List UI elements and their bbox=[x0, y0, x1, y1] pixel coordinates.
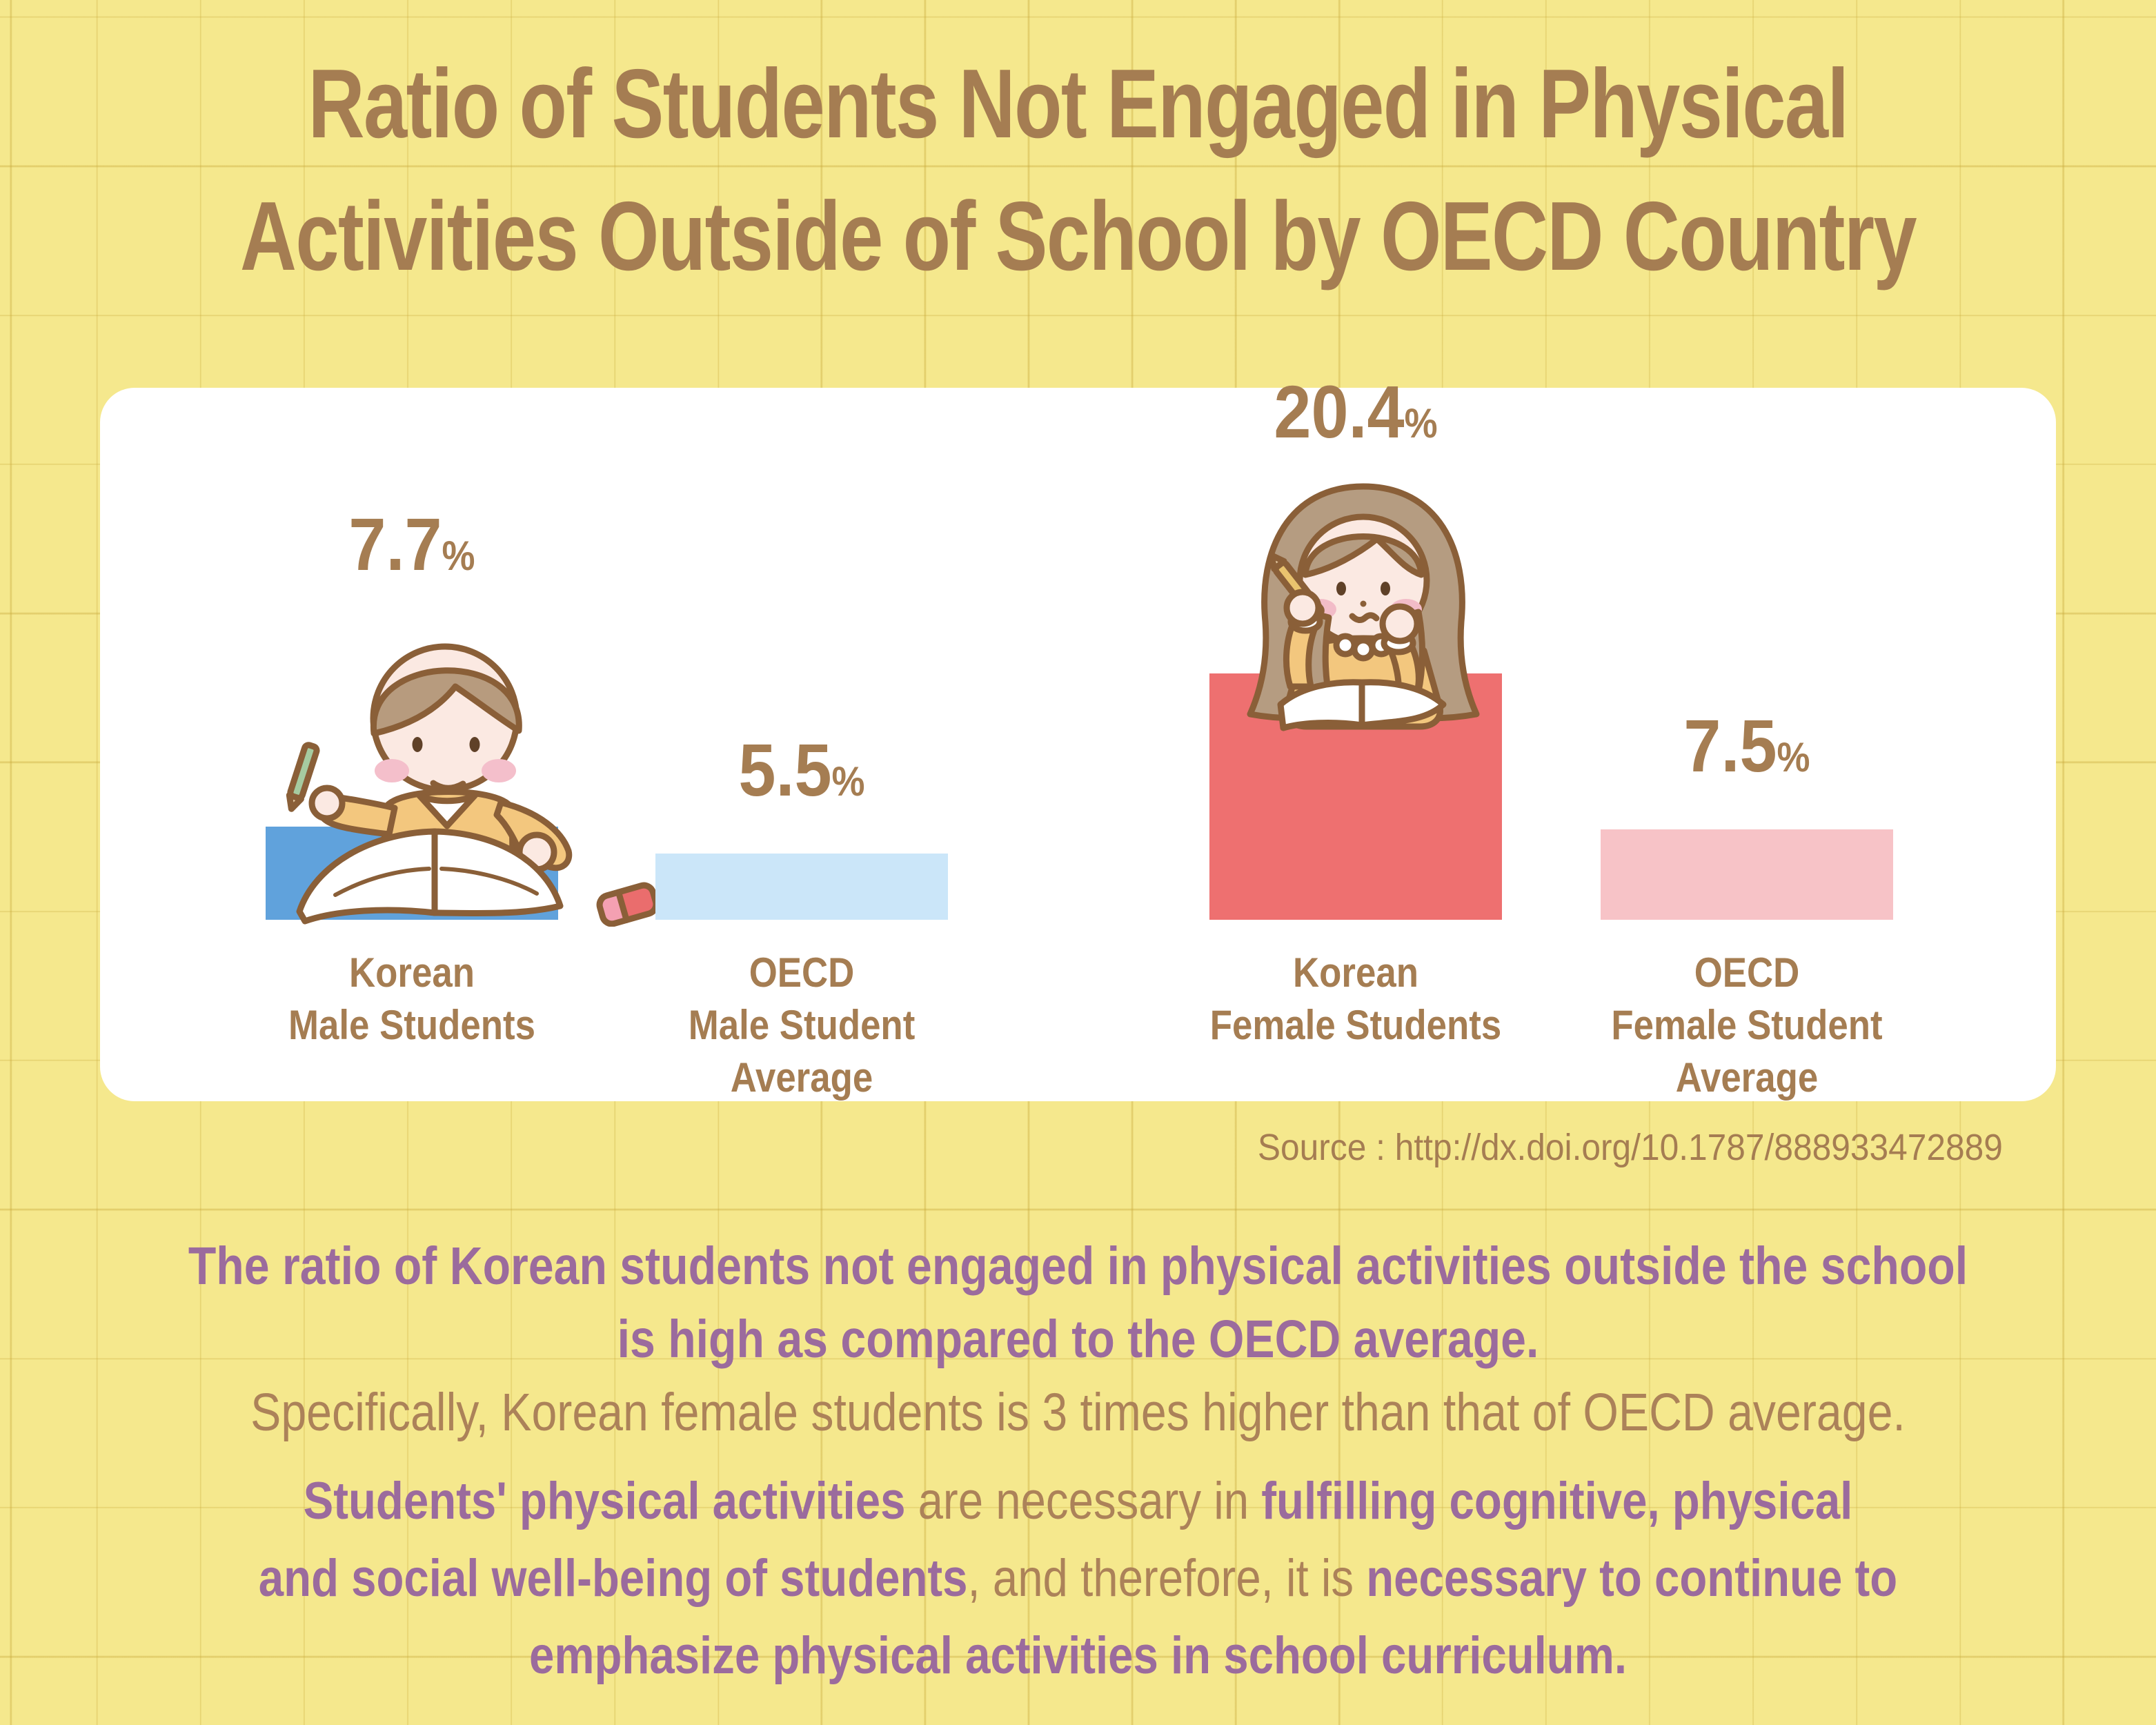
boy-student-illustration bbox=[286, 643, 660, 927]
summary-line-1: The ratio of Korean students not engaged… bbox=[188, 1236, 1968, 1296]
axis-label-oecd-female: OECD Female Student Average bbox=[1611, 949, 1883, 1101]
summary-paragraph: The ratio of Korean students not engaged… bbox=[0, 1230, 2156, 1449]
page-title: Ratio of Students Not Engaged in Physica… bbox=[0, 38, 2156, 303]
value-label-korean-male: 7.7% bbox=[348, 502, 475, 586]
pencil-icon bbox=[286, 742, 320, 813]
girl-student-illustration bbox=[1247, 483, 1480, 731]
conclusion-line-1: Students' physical activities are necess… bbox=[303, 1472, 1853, 1530]
chart-card: 7.7% Korean Male Students 5.5% OECD Male… bbox=[100, 371, 2056, 1101]
bar-oecd-male bbox=[655, 853, 948, 920]
summary-line-2: is high as compared to the OECD average. bbox=[617, 1310, 1539, 1369]
page-title-line-2: Activities Outside of School by OECD Cou… bbox=[239, 181, 1917, 291]
summary-line-3: Specifically, Korean female students is … bbox=[250, 1383, 1906, 1442]
boy-hair bbox=[370, 667, 522, 737]
axis-label-oecd-male: OECD Male Student Average bbox=[688, 949, 916, 1101]
bar-column-korean-male: 7.7% Korean Male Students bbox=[266, 388, 660, 1101]
bar-column-oecd-female: 7.5% OECD Female Student Average bbox=[1601, 388, 1893, 1101]
conclusion-paragraph: Students' physical activities are necess… bbox=[0, 1463, 2156, 1695]
bar-oecd-female bbox=[1601, 829, 1893, 920]
open-book bbox=[296, 828, 438, 925]
bar-column-korean-female: 20.4% Korean Female Students bbox=[1209, 371, 1502, 1101]
axis-label-korean-male: Korean Male Students bbox=[288, 949, 535, 1048]
axis-label-korean-female: Korean Female Students bbox=[1209, 949, 1502, 1048]
value-label-oecd-female: 7.5% bbox=[1683, 703, 1810, 787]
bar-column-oecd-male: 5.5% OECD Male Student Average bbox=[655, 388, 948, 1101]
value-label-korean-female: 20.4% bbox=[1274, 370, 1438, 453]
source-citation: Source : http://dx.doi.org/10.1787/88893… bbox=[1257, 1127, 2003, 1168]
value-label-oecd-male: 5.5% bbox=[738, 727, 865, 811]
conclusion-line-3: emphasize physical activities in school … bbox=[529, 1626, 1627, 1685]
eraser-icon bbox=[596, 882, 660, 927]
conclusion-line-2: and social well-being of students, and t… bbox=[258, 1549, 1898, 1608]
page-title-line-1: Ratio of Students Not Engaged in Physica… bbox=[308, 49, 1849, 159]
